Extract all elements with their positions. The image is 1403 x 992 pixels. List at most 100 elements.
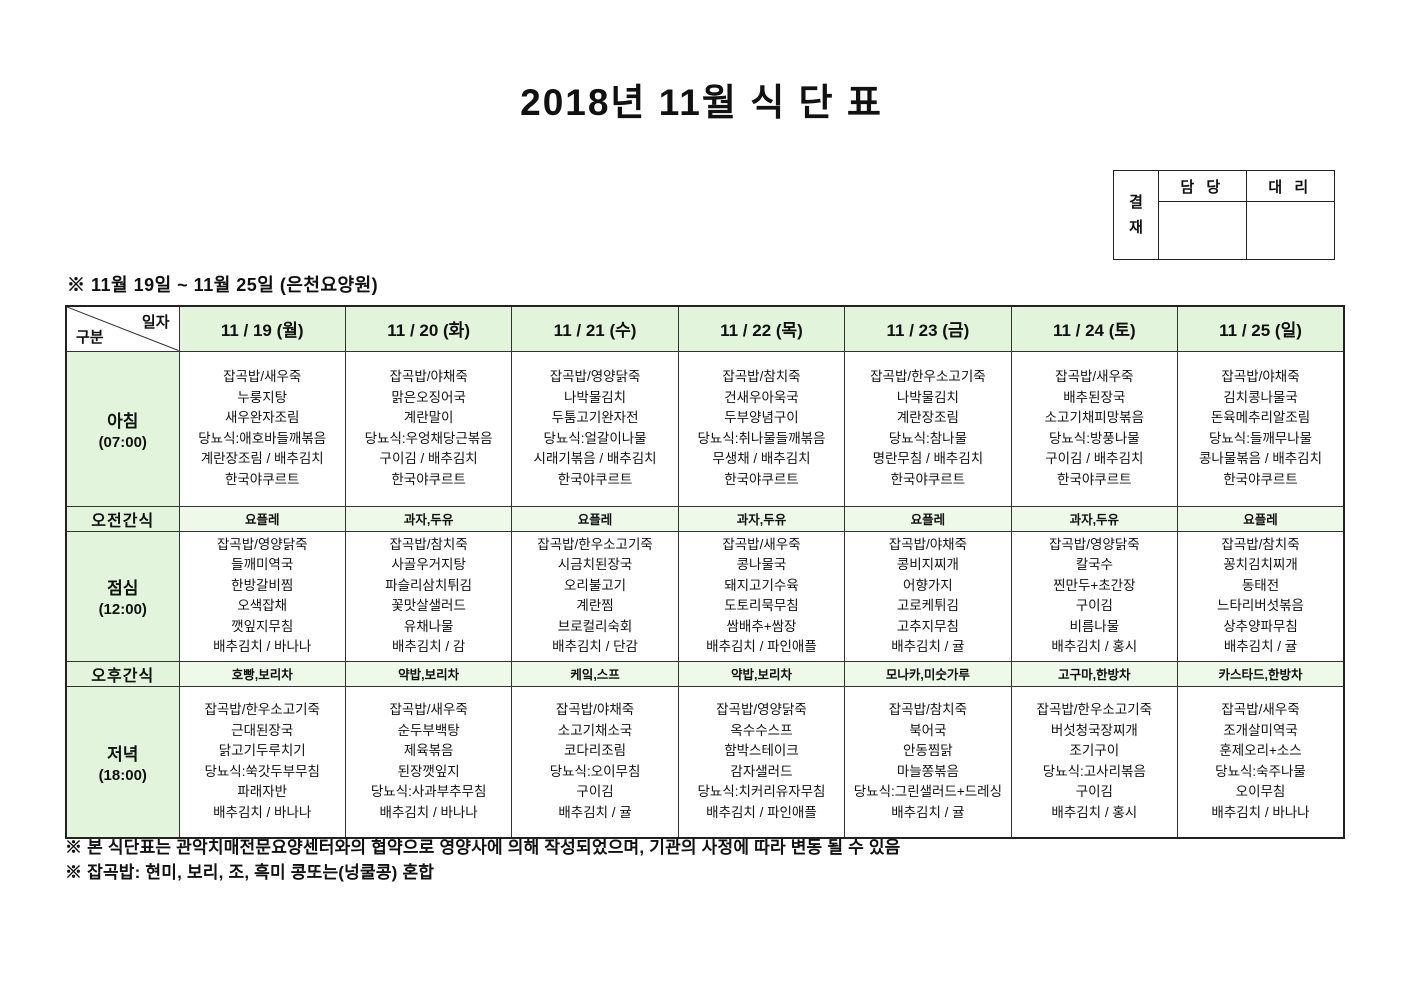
meal-line: 잡곡밥/영양닭죽 (516, 367, 673, 388)
snack-cell: 요플레 (512, 506, 678, 531)
meal-cell: 잡곡밥/야채죽김치콩나물국돈육메추리알조림당뇨식:들깨무나물콩나물볶음 / 배추… (1178, 351, 1344, 506)
row-label-text: 오전간식 (67, 507, 179, 531)
meal-line: 한국야쿠르트 (1182, 470, 1339, 491)
meal-line: 당뇨식:방풍나물 (1016, 429, 1173, 450)
meal-line: 조기구이 (1016, 741, 1173, 762)
meal-line: 잡곡밥/야채죽 (516, 700, 673, 721)
row-label-time: (12:00) (67, 601, 179, 618)
row-breakfast: 아침(07:00)잡곡밥/새우죽누룽지탕새우완자조림당뇨식:애호바들깨볶음계란장… (66, 351, 1344, 506)
meal-line: 당뇨식:숙주나물 (1182, 762, 1339, 783)
meal-line: 시래기볶음 / 배추김치 (516, 449, 673, 470)
meal-line: 한국야쿠르트 (683, 470, 840, 491)
meal-line: 누룽지탕 (184, 388, 341, 409)
footnote: ※ 잡곡밥: 현미, 보리, 조, 흑미 콩또는(넝쿨콩) 혼합 (65, 860, 901, 885)
meal-line: 한국야쿠르트 (184, 470, 341, 491)
header-row: 일자구분11 / 19 (월)11 / 20 (화)11 / 21 (수)11 … (66, 306, 1344, 351)
meal-cell: 잡곡밥/새우죽누룽지탕새우완자조림당뇨식:애호바들깨볶음계란장조림 / 배추김치… (179, 351, 345, 506)
snack-cell: 케잌,스프 (512, 661, 678, 686)
meal-line: 잡곡밥/새우죽 (184, 367, 341, 388)
meal-line: 당뇨식:참나물 (849, 429, 1006, 450)
meal-line: 잡곡밥/새우죽 (683, 535, 840, 556)
meal-line: 배추김치 / 귤 (1182, 637, 1339, 658)
snack-cell: 요플레 (845, 506, 1011, 531)
row-label-text: 점심 (67, 574, 179, 599)
meal-cell: 잡곡밥/야채죽콩비지찌개어향가지고로케튀김고추지무침배추김치 / 귤 (845, 531, 1011, 661)
meal-line: 당뇨식:애호바들깨볶음 (184, 429, 341, 450)
meal-line: 당뇨식:고사리볶음 (1016, 762, 1173, 783)
meal-line: 당뇨식:치커리유자무침 (683, 782, 840, 803)
meal-cell: 잡곡밥/한우소고기죽근대된장국닭고기두루치기당뇨식:쑥갓두부무침파래자반배추김치… (179, 686, 345, 838)
meal-line: 건새우아욱국 (683, 388, 840, 409)
meal-line: 느타리버섯볶음 (1182, 596, 1339, 617)
day-header: 11 / 22 (목) (678, 306, 844, 351)
meal-cell: 잡곡밥/영양닭죽들깨미역국한방갈비찜오색잡채깻잎지무침배추김치 / 바나나 (179, 531, 345, 661)
snack-cell: 약밥,보리차 (345, 661, 511, 686)
approval-stamp-label: 결 재 (1114, 171, 1159, 259)
row-afternoon-snack: 오후간식호빵,보리차약밥,보리차케잌,스프약밥,보리차모나카,미숫가루고구마,한… (66, 661, 1344, 686)
meal-line: 김치콩나물국 (1182, 388, 1339, 409)
meal-line: 잡곡밥/영양닭죽 (683, 700, 840, 721)
snack-cell: 과자,두유 (678, 506, 844, 531)
meal-cell: 잡곡밥/한우소고기죽나박물김치계란장조림당뇨식:참나물명란무침 / 배추김치한국… (845, 351, 1011, 506)
approval-signature-cell (1247, 202, 1335, 259)
meal-line: 배추김치 / 바나나 (350, 803, 507, 824)
meal-line: 돼지고기수육 (683, 576, 840, 597)
meal-line: 한국야쿠르트 (849, 470, 1006, 491)
meal-line: 당뇨식:들깨무나물 (1182, 429, 1339, 450)
approval-box: 결 재 담 당 대 리 (1113, 170, 1335, 260)
meal-line: 마늘쫑볶음 (849, 762, 1006, 783)
meal-line: 조개살미역국 (1182, 721, 1339, 742)
meal-line: 구이김 / 배추김치 (350, 449, 507, 470)
meal-line: 소고기채소국 (516, 721, 673, 742)
meal-line: 나박물김치 (849, 388, 1006, 409)
meal-line: 구이김 (516, 782, 673, 803)
meal-line: 파래자반 (184, 782, 341, 803)
meal-line: 소고기채피망볶음 (1016, 408, 1173, 429)
meal-cell: 잡곡밥/새우죽콩나물국돼지고기수육도토리묵무침쌈배추+쌈장배추김치 / 파인애플 (678, 531, 844, 661)
meal-cell: 잡곡밥/야채죽맑은오징어국계란말이당뇨식:우엉채당근볶음구이김 / 배추김치한국… (345, 351, 511, 506)
row-label-text: 오후간식 (67, 662, 179, 686)
meal-cell: 잡곡밥/참치죽북어국안동찜닭마늘쫑볶음당뇨식:그린샐러드+드레싱배추김치 / 귤 (845, 686, 1011, 838)
snack-cell: 요플레 (179, 506, 345, 531)
meal-line: 도토리묵무침 (683, 596, 840, 617)
meal-line: 구이김 / 배추김치 (1016, 449, 1173, 470)
meal-cell: 잡곡밥/야채죽소고기채소국코다리조림당뇨식:오이무침구이김배추김치 / 귤 (512, 686, 678, 838)
meal-line: 사골우거지탕 (350, 555, 507, 576)
menu-table: 일자구분11 / 19 (월)11 / 20 (화)11 / 21 (수)11 … (65, 305, 1345, 839)
meal-line: 배추김치 / 단감 (516, 637, 673, 658)
footnotes: ※ 본 식단표는 관악치매전문요양센터와의 협약으로 영양사에 의해 작성되었으… (65, 835, 901, 885)
meal-line: 당뇨식:그린샐러드+드레싱 (849, 782, 1006, 803)
meal-line: 칼국수 (1016, 555, 1173, 576)
meal-line: 한국야쿠르트 (516, 470, 673, 491)
meal-line: 동태전 (1182, 576, 1339, 597)
meal-line: 어향가지 (849, 576, 1006, 597)
meal-line: 훈제오리+소스 (1182, 741, 1339, 762)
meal-line: 당뇨식:얼갈이나물 (516, 429, 673, 450)
page-title: 2018년 11월 식 단 표 (0, 72, 1403, 126)
meal-line: 구이김 (1016, 596, 1173, 617)
meal-line: 찐만두+초간장 (1016, 576, 1173, 597)
meal-line: 배추김치 / 귤 (849, 637, 1006, 658)
meal-line: 계란찜 (516, 596, 673, 617)
meal-cell: 잡곡밥/참치죽사골우거지탕파슬리삼치튀김꽃맛살샐러드유채나물배추김치 / 감 (345, 531, 511, 661)
day-header: 11 / 24 (토) (1011, 306, 1177, 351)
snack-cell: 과자,두유 (1011, 506, 1177, 531)
meal-line: 들깨미역국 (184, 555, 341, 576)
meal-line: 잡곡밥/한우소고기죽 (516, 535, 673, 556)
corner-label-date: 일자 (142, 311, 170, 332)
meal-line: 잡곡밥/참치죽 (683, 367, 840, 388)
meal-line: 안동찜닭 (849, 741, 1006, 762)
snack-cell: 약밥,보리차 (678, 661, 844, 686)
meal-cell: 잡곡밥/참치죽꽁치김치찌개동태전느타리버섯볶음상추양파무침배추김치 / 귤 (1178, 531, 1344, 661)
meal-line: 닭고기두루치기 (184, 741, 341, 762)
meal-line: 계란장조림 (849, 408, 1006, 429)
day-header: 11 / 20 (화) (345, 306, 511, 351)
meal-cell: 잡곡밥/영양닭죽나박물김치두툼고기완자전당뇨식:얼갈이나물시래기볶음 / 배추김… (512, 351, 678, 506)
period-note: ※ 11월 19일 ~ 11월 25일 (은천요양원) (67, 271, 378, 297)
meal-line: 유채나물 (350, 617, 507, 638)
row-label: 점심 (12:00) (66, 531, 179, 661)
meal-line: 상추양파무침 (1182, 617, 1339, 638)
snack-cell: 카스타드,한방차 (1178, 661, 1344, 686)
meal-line: 꽃맛살샐러드 (350, 596, 507, 617)
meal-line: 옥수수스프 (683, 721, 840, 742)
